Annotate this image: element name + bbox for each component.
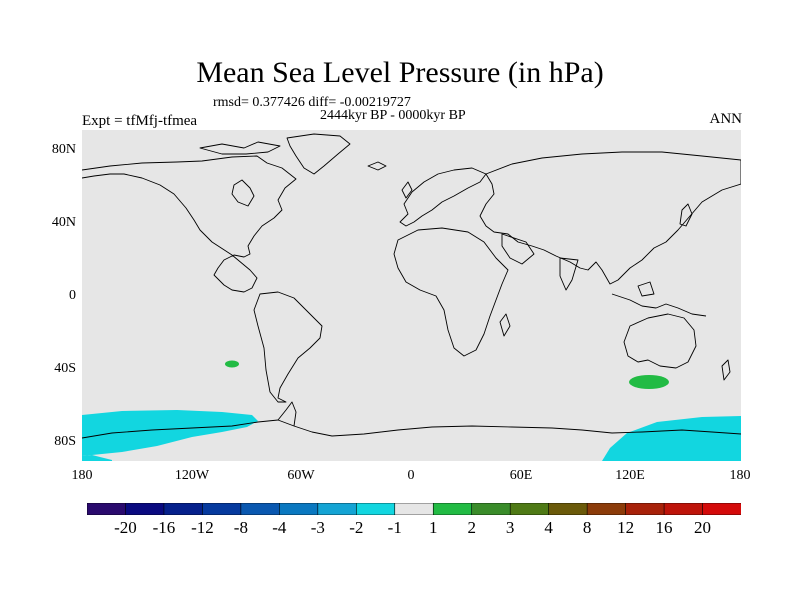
colorbar-tick-label: -8 — [233, 518, 248, 537]
coast-madagascar — [499, 313, 511, 337]
colorbar-tick-label: 12 — [617, 518, 635, 537]
colorbar-tick-label: 8 — [582, 518, 592, 537]
colorbar-swatch — [87, 503, 127, 515]
colorbar-swatch — [279, 503, 319, 515]
map-field — [82, 130, 741, 461]
colorbar-tick-label: 2 — [467, 518, 476, 537]
rmsd-diff-stats: rmsd= 0.377426 diff= -0.00219727 — [213, 95, 411, 110]
world-map — [82, 130, 741, 461]
lon-label-60e: 60E — [509, 468, 533, 483]
colorbar-swatch — [586, 503, 627, 515]
colorbar-swatch — [125, 503, 165, 515]
colorbar-tick-label: 20 — [694, 518, 712, 537]
coast-north-america — [82, 155, 297, 293]
colorbar — [87, 503, 741, 515]
colorbar-tick-label: -16 — [152, 518, 176, 537]
lon-label-120w: 120W — [174, 468, 210, 483]
colorbar-swatch — [663, 503, 704, 515]
colorbar-tick-label: -2 — [349, 518, 364, 537]
coast-australia — [623, 313, 697, 369]
colorbar-tick-label: -12 — [191, 518, 214, 537]
coast-greenland — [286, 133, 351, 175]
colorbar-tick-label: -3 — [310, 518, 325, 537]
coast-borneo — [637, 281, 655, 297]
colorbar-swatch — [163, 503, 204, 515]
coast-new-zealand — [721, 359, 731, 381]
coast-british-isles — [401, 181, 413, 199]
colorbar-swatch — [317, 503, 357, 515]
colorbar-tick-label: 1 — [428, 518, 438, 537]
colorbar-tick-label: 4 — [544, 518, 553, 537]
colorbar-swatch — [471, 503, 511, 515]
coast-africa — [393, 227, 509, 357]
positive-anomaly-blob-southern-australia — [629, 375, 669, 389]
coast-arabian-peninsula — [501, 233, 535, 265]
coast-asia — [479, 151, 741, 285]
colorbar-swatch — [240, 503, 280, 515]
colorbar-tick-label: -4 — [272, 518, 287, 537]
negative-anomaly-region-west-edge — [82, 455, 112, 461]
coast-europe — [399, 167, 487, 227]
coast-japan — [679, 203, 693, 227]
colorbar-swatch — [509, 503, 550, 515]
lon-label-120e: 120E — [615, 468, 645, 483]
chart-title: Mean Sea Level Pressure (in hPa) — [196, 56, 604, 89]
colorbar-swatch — [548, 503, 588, 515]
coast-canadian-archipelago — [199, 141, 281, 155]
coast-hudson-bay — [231, 179, 255, 207]
lon-label-60w: 60W — [287, 468, 315, 483]
colorbar-tick-label: 16 — [655, 518, 673, 537]
colorbar-swatch — [355, 503, 396, 515]
coast-iceland — [367, 161, 387, 171]
lat-label-40n: 40N — [51, 215, 76, 230]
lat-label-80s: 80S — [54, 434, 76, 449]
lon-label-180e: 180 — [729, 468, 751, 483]
negative-anomaly-region-west — [82, 410, 258, 456]
coast-antarctic-peninsula — [277, 401, 297, 427]
experiment-label: Expt = tfMfj-tfmea — [82, 113, 198, 129]
lon-label-180w: 180 — [71, 468, 93, 483]
coast-south-america — [253, 291, 323, 403]
positive-anomaly-blob-pacific — [225, 360, 239, 368]
colorbar-tick-label: 3 — [505, 518, 515, 537]
time-period-label: 2444kyr BP - 0000kyr BP — [320, 108, 466, 123]
coast-india — [559, 257, 579, 291]
season-label: ANN — [709, 111, 743, 127]
coastlines — [82, 133, 741, 439]
colorbar-swatch — [702, 503, 741, 515]
colorbar-swatch — [432, 503, 473, 515]
colorbar-tick-label: -20 — [114, 518, 137, 537]
colorbar-swatch — [625, 503, 665, 515]
colorbar-swatch — [202, 503, 242, 515]
lat-label-equator: 0 — [69, 288, 76, 303]
lat-label-40s: 40S — [54, 361, 76, 376]
coast-indonesia — [611, 293, 707, 317]
coast-antarctica — [82, 419, 741, 439]
colorbar-tick-label: -1 — [387, 518, 402, 537]
lat-label-80n: 80N — [51, 142, 76, 157]
lon-label-0: 0 — [407, 468, 415, 483]
colorbar-swatch — [394, 503, 434, 515]
negative-anomaly-region-east — [602, 416, 741, 461]
